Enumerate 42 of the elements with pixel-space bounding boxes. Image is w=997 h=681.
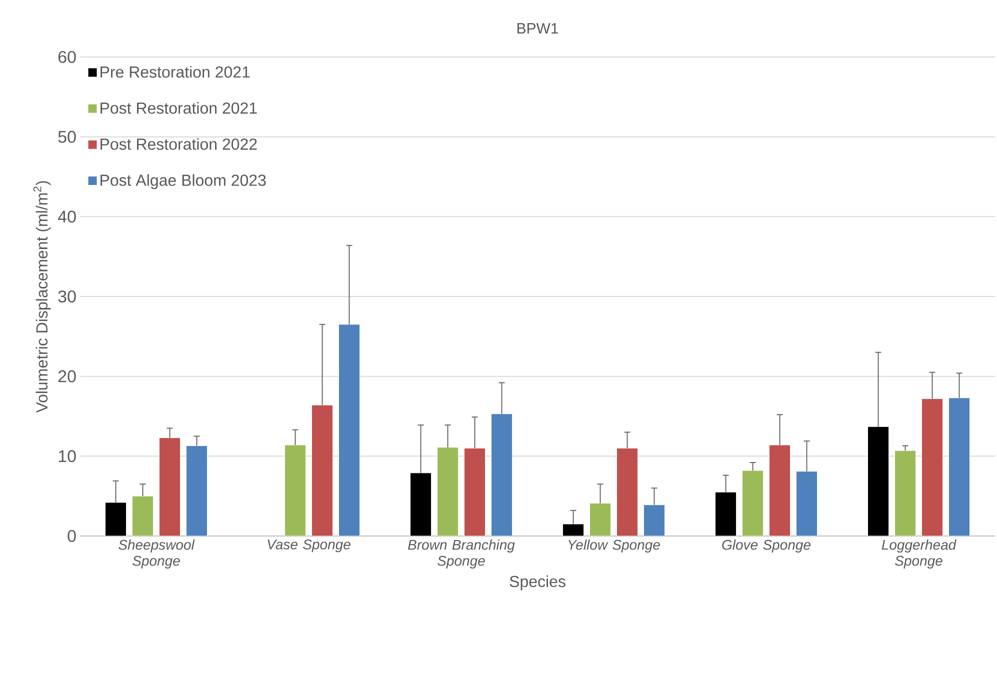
legend-label: Post Restoration 2021 bbox=[100, 102, 257, 114]
x-tick-label: Loggerhead Sponge bbox=[882, 540, 956, 569]
legend-label: Post Restoration 2022 bbox=[100, 138, 257, 150]
bar bbox=[742, 470, 764, 536]
bar bbox=[796, 471, 818, 536]
y-tick-label: 40 bbox=[58, 210, 76, 223]
legend-label: Post Algae Bloom 2023 bbox=[100, 174, 266, 190]
bar bbox=[948, 398, 970, 536]
x-tick-label: Sheepswool Sponge bbox=[118, 540, 195, 569]
y-tick-label: 60 bbox=[58, 50, 76, 64]
bar bbox=[410, 472, 432, 536]
y-tick-label: 30 bbox=[58, 290, 76, 303]
bar bbox=[158, 438, 181, 536]
bar bbox=[338, 324, 360, 536]
bar bbox=[436, 447, 459, 536]
legend-label: Pre Restoration 2021 bbox=[100, 66, 250, 78]
bar bbox=[311, 404, 334, 536]
bar bbox=[284, 444, 306, 536]
bar bbox=[768, 444, 791, 536]
bar bbox=[921, 398, 944, 536]
y-tick-label: 10 bbox=[58, 450, 76, 462]
y-tick-label: 50 bbox=[58, 130, 76, 143]
y-axis-title: Volumetric Displacement (ml/m$^{2}$) bbox=[33, 181, 51, 413]
bar bbox=[643, 504, 666, 536]
bar bbox=[490, 414, 513, 536]
x-tick-label: Brown Branching Sponge bbox=[408, 540, 515, 569]
bar bbox=[132, 496, 154, 536]
chart-title: BPW1 bbox=[517, 23, 558, 34]
bar bbox=[589, 503, 612, 536]
bar bbox=[715, 492, 737, 536]
bar bbox=[894, 450, 916, 536]
bar bbox=[186, 446, 208, 536]
x-axis-title: Species bbox=[510, 575, 566, 590]
bar bbox=[868, 426, 890, 536]
x-tick-label: Glove Sponge bbox=[722, 540, 810, 553]
y-tick-label: 0 bbox=[68, 530, 76, 542]
bar bbox=[464, 448, 486, 536]
x-tick-label: Vase Sponge bbox=[268, 540, 350, 552]
x-tick-label: Yellow Sponge bbox=[568, 540, 660, 553]
bar bbox=[104, 502, 127, 536]
y-tick-label: 20 bbox=[58, 370, 76, 382]
bar bbox=[616, 448, 638, 536]
